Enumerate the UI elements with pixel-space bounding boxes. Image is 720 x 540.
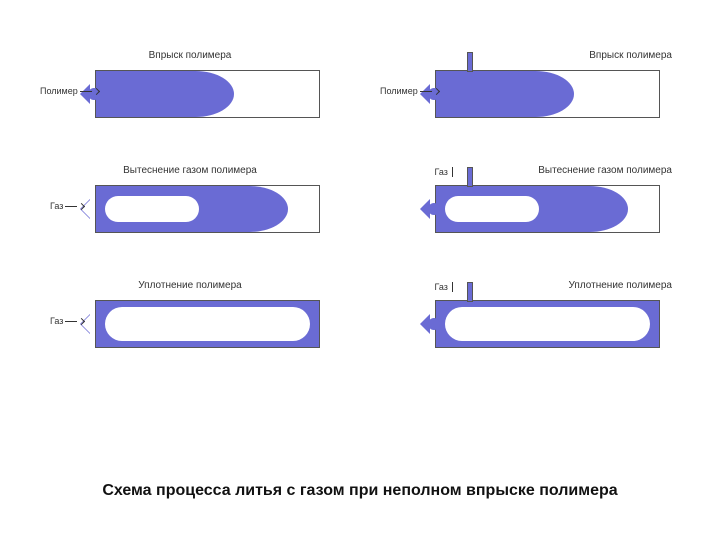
stage: Вытеснение газом полимераГаз — [380, 165, 680, 250]
mold — [95, 300, 320, 348]
stage: Впрыск полимера Полимер — [40, 50, 340, 135]
polymer-fill — [436, 71, 574, 117]
polymer-label: Полимер — [380, 86, 439, 96]
gas-cavity — [105, 307, 310, 341]
gas-label: Газ — [50, 201, 84, 211]
stage-title: Вытеснение газом полимера — [40, 165, 340, 176]
diagram-caption: Схема процесса литья с газом при неполно… — [0, 482, 720, 500]
left-column: Впрыск полимера Полимер Вытеснение газом п… — [40, 50, 340, 365]
side-nozzle — [420, 314, 436, 334]
mold — [435, 185, 660, 233]
side-nozzle — [420, 199, 436, 219]
mold — [435, 300, 660, 348]
mold — [435, 70, 660, 118]
gas-cavity — [445, 196, 539, 222]
top-pipe — [467, 52, 473, 72]
mold — [95, 185, 320, 233]
stage-title: Впрыск полимера — [380, 50, 680, 61]
gas-cavity — [445, 307, 650, 341]
right-column: Впрыск полимера Полимер Вытеснение газом п… — [380, 50, 680, 365]
top-pipe — [467, 282, 473, 302]
stage: Вытеснение газом полимера Газ — [40, 165, 340, 250]
diagram-columns: Впрыск полимера Полимер Вытеснение газом п… — [0, 0, 720, 385]
stage-title: Впрыск полимера — [40, 50, 340, 61]
top-pipe — [467, 167, 473, 187]
gas-top-label: Газ — [435, 282, 453, 292]
gas-top-label: Газ — [435, 167, 453, 177]
mold — [95, 70, 320, 118]
polymer-fill — [96, 71, 234, 117]
gas-label: Газ — [50, 316, 84, 326]
stage-title: Уплотнение полимера — [40, 280, 340, 291]
stage: Впрыск полимера Полимер — [380, 50, 680, 135]
stage-title: Вытеснение газом полимера — [380, 165, 680, 176]
stage-title: Уплотнение полимера — [380, 280, 680, 291]
stage: Уплотнение полимераГаз — [380, 280, 680, 365]
stage: Уплотнение полимера Газ — [40, 280, 340, 365]
gas-cavity — [105, 196, 199, 222]
polymer-label: Полимер — [40, 86, 99, 96]
